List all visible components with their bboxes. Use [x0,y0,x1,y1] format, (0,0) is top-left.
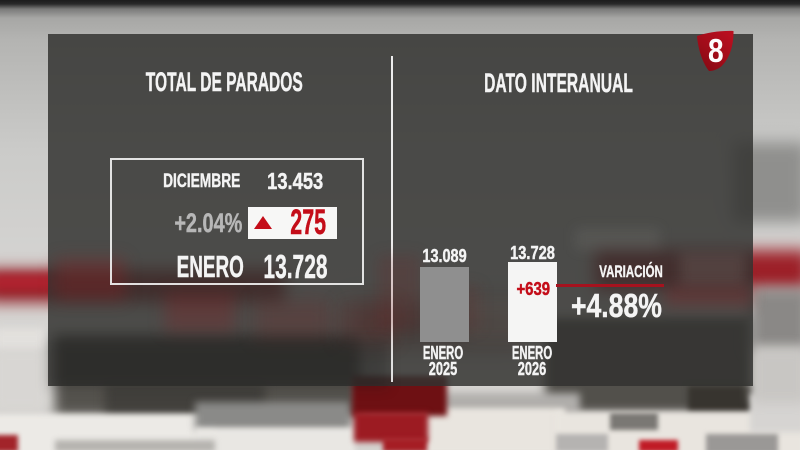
svg-text:8: 8 [708,33,724,70]
